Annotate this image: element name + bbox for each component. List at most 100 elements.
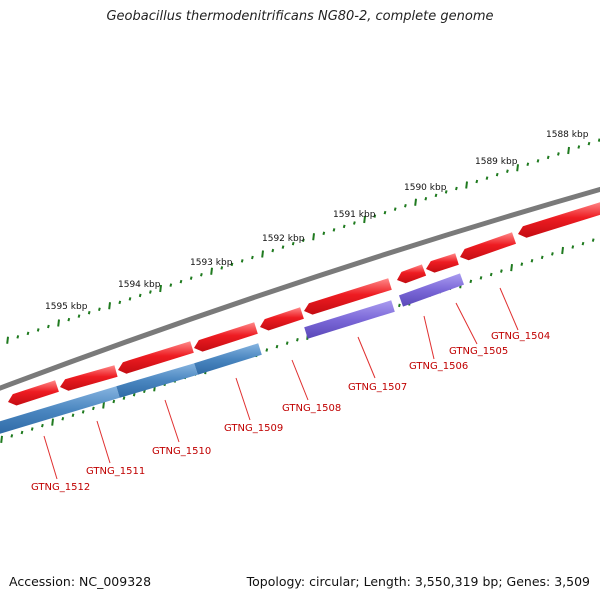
- gene-label[interactable]: GTNG_1512: [31, 482, 90, 493]
- gene-gtng-1512[interactable]: [0, 386, 120, 434]
- gene-label[interactable]: GTNG_1511: [86, 466, 145, 477]
- gene-label[interactable]: GTNG_1510: [152, 446, 211, 457]
- inner-tick: [20, 430, 24, 435]
- scale-label: 1590 kbp: [404, 183, 447, 193]
- scale-label: 1595 kbp: [45, 302, 88, 312]
- gene-fwd-1[interactable]: [8, 380, 59, 406]
- gene-fwd-10[interactable]: [518, 201, 600, 238]
- outer-tick: [240, 259, 244, 263]
- label-leader-line: [499, 287, 519, 331]
- outer-tick: [16, 335, 20, 339]
- map-title: Geobacillus thermodenitrificans NG80-2, …: [106, 9, 494, 24]
- scale-label: 1593 kbp: [190, 258, 233, 268]
- outer-tick: [271, 248, 275, 253]
- gene-label[interactable]: GTNG_1508: [282, 403, 341, 414]
- gene-fwd-9[interactable]: [460, 232, 516, 261]
- label-leaders: [43, 287, 519, 480]
- outer-tick: [322, 231, 326, 236]
- outer-tick: [291, 241, 295, 246]
- outer-tick: [536, 159, 540, 163]
- outer-tick: [597, 138, 600, 142]
- inner-tick: [571, 245, 575, 249]
- label-leader-line: [43, 435, 58, 480]
- inner-tick: [551, 252, 554, 256]
- gene-fwd-8[interactable]: [426, 253, 459, 273]
- outer-tick: [67, 317, 71, 322]
- outer-tick: [373, 214, 377, 218]
- label-leader-line: [423, 315, 435, 360]
- gene-label[interactable]: GTNG_1504: [491, 331, 550, 342]
- outer-tick: [424, 197, 428, 201]
- gene-fwd-7[interactable]: [397, 264, 427, 284]
- outer-tick-track: [6, 138, 600, 344]
- outer-tick: [434, 193, 438, 198]
- outer-tick: [98, 307, 101, 311]
- inner-tick: [469, 279, 473, 284]
- gene-label[interactable]: GTNG_1506: [409, 361, 468, 372]
- gene-features: [0, 201, 600, 434]
- outer-tick: [302, 238, 305, 242]
- outer-tick: [383, 210, 387, 215]
- inner-tick: [92, 406, 95, 411]
- outer-tick: [200, 272, 203, 277]
- inner-tick: [530, 259, 534, 263]
- label-leader-line: [357, 336, 376, 379]
- outer-tick: [47, 324, 50, 329]
- scale-label: 1592 kbp: [262, 234, 305, 244]
- gene-fwd-2[interactable]: [60, 365, 118, 391]
- outer-tick: [220, 266, 224, 270]
- label-leader-line: [455, 302, 478, 345]
- outer-tick: [444, 190, 448, 194]
- gene-fwd-5[interactable]: [260, 307, 304, 331]
- inner-tick: [132, 392, 136, 397]
- inner-tick: [265, 348, 269, 352]
- outer-tick: [57, 319, 60, 327]
- gene-gtng-1505[interactable]: [399, 273, 464, 307]
- inner-tick: [561, 246, 564, 255]
- gene-fwd-6[interactable]: [304, 278, 392, 315]
- gene-gtng-1510[interactable]: [116, 363, 198, 398]
- label-leader-line: [235, 377, 251, 421]
- outer-tick: [108, 302, 111, 310]
- gene-label[interactable]: GTNG_1507: [348, 382, 407, 393]
- outer-tick: [587, 141, 591, 146]
- gene-fwd-4[interactable]: [194, 322, 258, 352]
- inner-tick: [0, 435, 3, 443]
- outer-tick: [342, 224, 346, 229]
- outer-tick: [128, 297, 132, 301]
- gene-label[interactable]: GTNG_1505: [449, 346, 508, 357]
- outer-tick: [475, 179, 479, 184]
- gene-label[interactable]: GTNG_1509: [224, 423, 283, 434]
- outer-tick: [353, 221, 356, 225]
- inner-tick: [591, 238, 595, 242]
- gene-fwd-3[interactable]: [118, 341, 194, 374]
- inner-tick: [112, 399, 116, 404]
- inner-tick: [500, 269, 503, 273]
- outer-tick: [332, 228, 336, 232]
- outer-tick: [87, 310, 91, 315]
- genome-summary: Topology: circular; Length: 3,550,319 bp…: [246, 574, 590, 589]
- label-leader-line: [96, 420, 111, 464]
- scale-label: 1588 kbp: [546, 130, 589, 140]
- inner-tick: [61, 416, 65, 421]
- inner-tick: [41, 423, 44, 428]
- outer-tick: [404, 203, 407, 208]
- inner-tick: [102, 401, 105, 409]
- outer-tick: [251, 255, 254, 260]
- outer-tick: [138, 293, 142, 298]
- inner-tick: [30, 427, 34, 431]
- gene-gtng-1509[interactable]: [194, 343, 262, 375]
- gene-gtng-1507[interactable]: [304, 300, 395, 339]
- genome-backbone: [0, 186, 600, 391]
- outer-tick: [557, 152, 560, 156]
- outer-tick: [118, 300, 122, 305]
- label-leader-line: [291, 359, 309, 401]
- outer-tick: [485, 176, 489, 180]
- outer-tick: [393, 207, 397, 211]
- outer-tick: [495, 172, 499, 177]
- inner-tick: [71, 413, 75, 418]
- outer-tick: [36, 328, 40, 332]
- outer-tick: [465, 181, 468, 189]
